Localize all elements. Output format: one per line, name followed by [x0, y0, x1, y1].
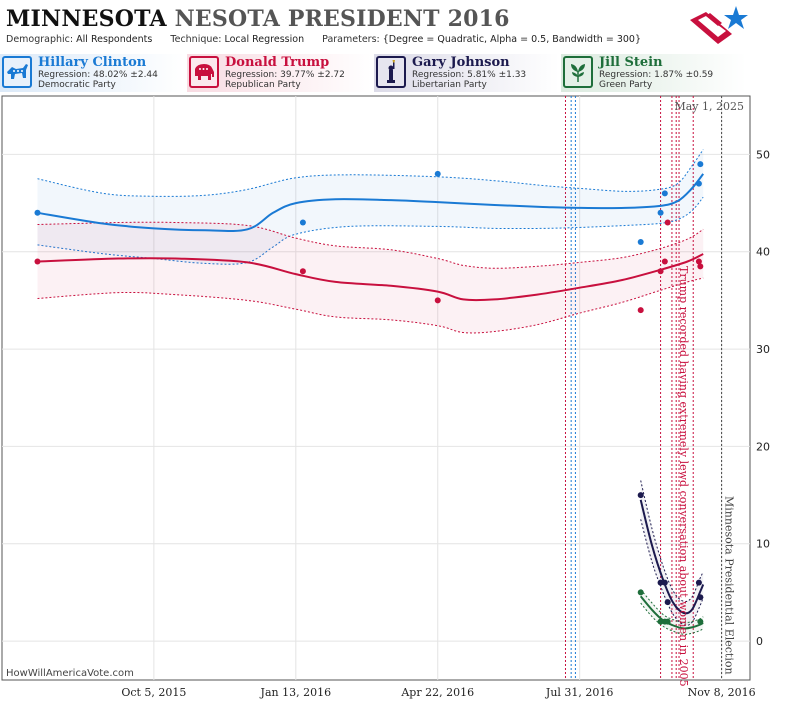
candidate-card-trump[interactable]: Donald Trump Regression: 39.77% ±2.72 Re…	[187, 54, 372, 92]
poll-point	[697, 618, 704, 625]
x-tick-label: Jul 31, 2016	[545, 686, 614, 699]
poll-point	[657, 618, 664, 625]
poll-point	[664, 618, 671, 625]
poll-point	[661, 579, 668, 586]
x-tick-label: Nov 8, 2016	[688, 686, 756, 699]
candidate-regression: Regression: 5.81% ±1.33	[412, 70, 527, 80]
regression-line	[37, 253, 704, 302]
demographic-value: All Respondents	[76, 34, 153, 45]
lower-bound-line	[640, 602, 704, 635]
candidate-regression: Regression: 48.02% ±2.44	[38, 70, 158, 80]
poll-point	[299, 219, 306, 226]
confidence-band	[640, 589, 704, 635]
poll-point	[34, 258, 41, 265]
candidate-name: Jill Stein	[599, 55, 663, 70]
poll-point	[657, 209, 664, 216]
poll-point	[661, 190, 668, 197]
page-title: MINNESOTA NESOTA PRESIDENT 2016	[6, 6, 510, 32]
poll-point	[637, 589, 644, 596]
poll-point	[697, 594, 704, 601]
site-credit[interactable]: HowWillAmericaVote.com	[6, 668, 134, 679]
lower-bound-line	[37, 277, 704, 334]
candidate-name: Gary Johnson	[412, 55, 510, 70]
poll-point	[695, 180, 702, 187]
y-tick-label: 0	[756, 635, 763, 648]
candidate-card-stein[interactable]: Jill Stein Regression: 1.87% ±0.59 Green…	[561, 54, 746, 92]
confidence-band	[37, 222, 704, 333]
event-annotation: Minnesota Presidential Election	[723, 496, 736, 675]
poll-point	[637, 492, 644, 499]
leaf-icon	[563, 56, 593, 88]
upper-bound-line	[37, 221, 704, 269]
parameters-line: Demographic: All Respondents Technique: …	[6, 34, 641, 45]
x-tick-label: Jan 13, 2016	[260, 686, 332, 699]
candidate-party: Democratic Party	[38, 80, 116, 90]
plot-frame	[1, 95, 751, 681]
demographic-label: Demographic:	[6, 34, 74, 45]
donkey-icon	[2, 56, 32, 88]
upper-bound-line	[640, 480, 704, 603]
site-logo-icon[interactable]	[688, 4, 752, 50]
poll-point	[434, 297, 441, 304]
regression-line	[639, 499, 705, 615]
lower-bound-line	[37, 196, 704, 265]
poll-point	[434, 170, 441, 177]
poll-point	[695, 258, 702, 265]
candidate-regression: Regression: 39.77% ±2.72	[225, 70, 345, 80]
poll-point	[657, 268, 664, 275]
regression-line	[639, 595, 704, 630]
technique-value: Local Regression	[224, 34, 305, 45]
poll-point	[637, 239, 644, 245]
poll-point	[695, 579, 702, 586]
candidate-regression: Regression: 1.87% ±0.59	[599, 70, 714, 80]
poll-point	[697, 263, 704, 270]
poll-point	[664, 599, 671, 606]
y-tick-label: 30	[756, 343, 770, 356]
title-state: MINNESOTA	[6, 6, 167, 32]
candidate-card-clinton[interactable]: Hillary Clinton Regression: 48.02% ±2.44…	[0, 54, 185, 92]
candidate-party: Libertarian Party	[412, 80, 487, 90]
event-annotation: Trump recorded having extremely lewd con…	[677, 266, 690, 687]
title-rest: NESOTA PRESIDENT 2016	[174, 6, 510, 32]
regression-line	[37, 173, 704, 232]
poll-point	[664, 219, 671, 226]
poll-point	[637, 307, 644, 314]
poll-point	[661, 258, 668, 265]
parameters-value: {Degree = Quadratic, Alpha = 0.5, Bandwi…	[382, 34, 642, 45]
y-tick-label: 10	[756, 538, 770, 551]
upper-bound-line	[37, 149, 704, 197]
chart-date-label: May 1, 2025	[674, 100, 744, 113]
candidate-legend: Hillary Clinton Regression: 48.02% ±2.44…	[0, 54, 789, 94]
lower-bound-line	[640, 519, 704, 626]
x-tick-label: Oct 5, 2015	[121, 686, 186, 699]
confidence-band	[37, 149, 704, 265]
parameters-label: Parameters:	[322, 34, 380, 45]
y-tick-label: 40	[756, 246, 770, 259]
y-tick-label: 50	[756, 148, 770, 161]
poll-point	[697, 161, 704, 168]
elephant-icon	[189, 56, 219, 88]
candidate-party: Republican Party	[225, 80, 301, 90]
technique-label: Technique:	[170, 34, 222, 45]
poll-point	[34, 209, 41, 216]
poll-point	[657, 579, 664, 586]
statue-of-liberty-icon	[376, 56, 406, 88]
poll-point	[299, 268, 306, 275]
x-tick-label: Apr 22, 2016	[400, 686, 474, 699]
candidate-name: Hillary Clinton	[38, 55, 147, 70]
y-tick-label: 20	[756, 440, 770, 453]
candidate-party: Green Party	[599, 80, 653, 90]
candidate-name: Donald Trump	[225, 55, 330, 70]
candidate-card-johnson[interactable]: Gary Johnson Regression: 5.81% ±1.33 Lib…	[374, 54, 559, 92]
